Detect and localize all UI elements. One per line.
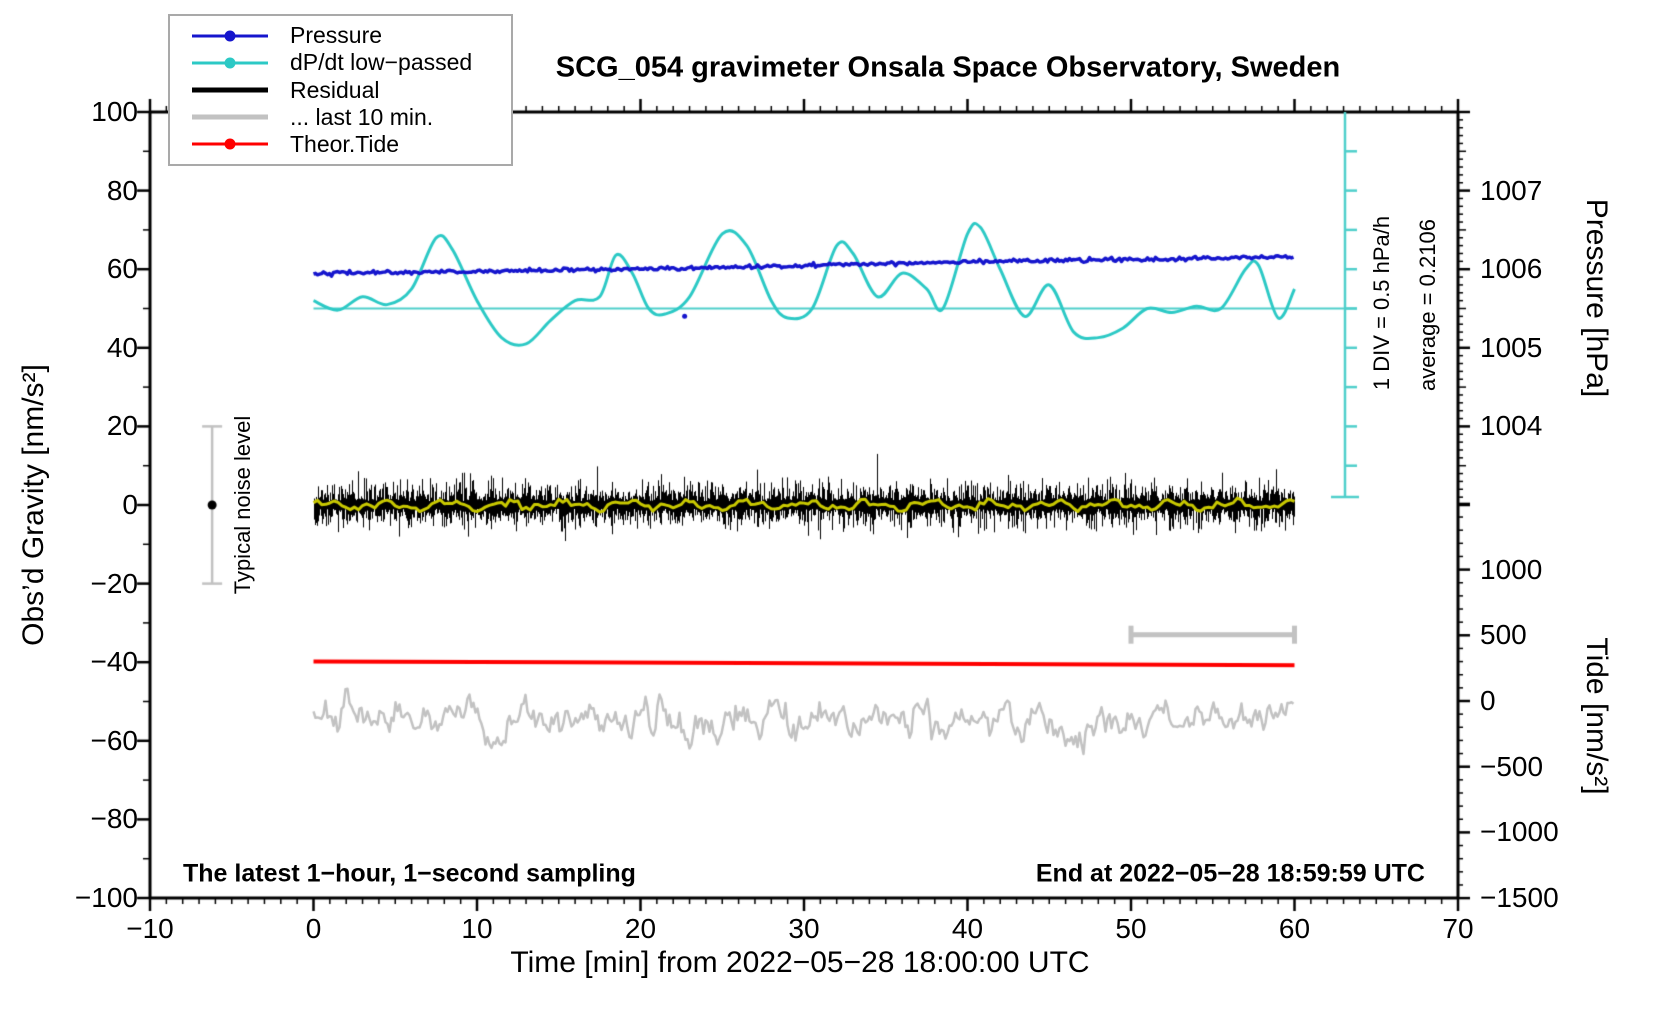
legend-item-residual: Residual — [192, 76, 511, 103]
legend-label: dP/dt low−passed — [290, 49, 473, 76]
legend-label: Theor.Tide — [290, 130, 400, 157]
last10-line-symbol — [192, 110, 268, 124]
tide-line-dot-symbol — [192, 137, 268, 151]
residual-line-symbol — [192, 83, 268, 97]
legend-box: Pressure dP/dt low−passed Residual ... l… — [168, 14, 513, 166]
legend-label: Pressure — [290, 22, 383, 49]
legend-item-tide: Theor.Tide — [192, 131, 511, 158]
dpdt-line-dot-symbol — [192, 56, 268, 70]
legend-item-dpdt: dP/dt low−passed — [192, 49, 511, 76]
legend-label: Residual — [290, 76, 380, 103]
pressure-line-dot-symbol — [192, 29, 268, 43]
legend-item-last10: ... last 10 min. — [192, 104, 511, 131]
legend-item-pressure: Pressure — [192, 22, 511, 49]
legend-label: ... last 10 min. — [290, 103, 434, 130]
